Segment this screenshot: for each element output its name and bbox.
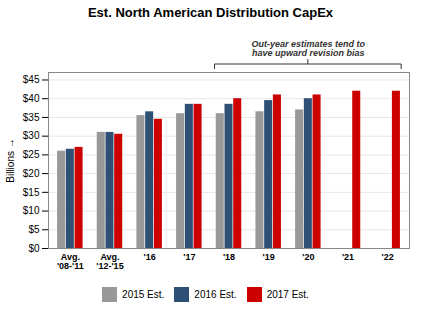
svg-text:$40: $40	[23, 93, 40, 104]
svg-text:Avg.'08-'11: Avg.'08-'11	[57, 252, 84, 271]
svg-text:$30: $30	[23, 130, 40, 141]
svg-text:Out-year estimates tend tohave: Out-year estimates tend tohave upward re…	[252, 39, 366, 58]
svg-text:$15: $15	[23, 187, 40, 198]
svg-text:$10: $10	[23, 205, 40, 216]
svg-text:Billions →: Billions →	[5, 138, 16, 182]
svg-text:'19: '19	[263, 252, 275, 262]
svg-text:$25: $25	[23, 149, 40, 160]
svg-text:$45: $45	[23, 74, 40, 85]
svg-text:$35: $35	[23, 112, 40, 123]
svg-text:'21: '21	[342, 252, 354, 262]
svg-text:'22: '22	[382, 252, 394, 262]
svg-text:'17: '17	[183, 252, 195, 262]
svg-text:'20: '20	[302, 252, 314, 262]
html-text:2016 Est.: 2016 Est.	[194, 289, 237, 300]
svg-text:Avg.'12-'15: Avg.'12-'15	[96, 252, 123, 271]
html-text:2017 Est.: 2017 Est.	[266, 289, 309, 300]
svg-text:$5: $5	[28, 224, 40, 235]
svg-text:$0: $0	[28, 243, 40, 254]
svg-text:'16: '16	[144, 252, 156, 262]
html-text:Est. North American Distributi: Est. North American Distribution CapEx	[87, 5, 333, 20]
svg-text:'18: '18	[223, 252, 235, 262]
svg-text:$20: $20	[23, 168, 40, 179]
html-text:2015 Est.: 2015 Est.	[122, 289, 165, 300]
